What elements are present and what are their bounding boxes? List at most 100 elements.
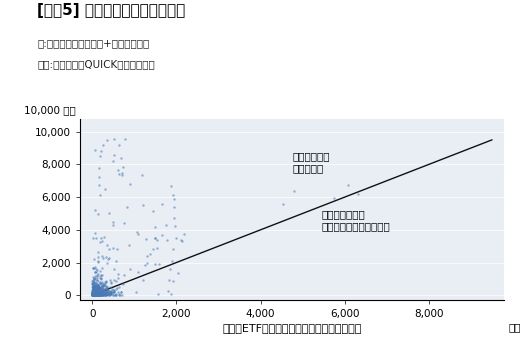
Point	[91, 288, 99, 293]
Point	[168, 258, 176, 263]
Point	[98, 290, 107, 296]
Point	[106, 291, 114, 296]
Point	[89, 283, 97, 289]
Point	[98, 290, 106, 296]
Point	[94, 282, 102, 288]
Point	[89, 275, 97, 280]
Point	[114, 276, 122, 281]
Point	[94, 211, 102, 217]
Point	[90, 287, 98, 292]
Point	[99, 288, 107, 293]
Point	[100, 291, 108, 297]
Point	[100, 292, 109, 297]
Point	[109, 222, 117, 228]
Point	[94, 292, 102, 298]
Point	[89, 287, 97, 292]
Point	[93, 282, 101, 288]
Point	[96, 289, 105, 295]
Point	[103, 284, 112, 289]
Point	[95, 291, 104, 296]
Point	[99, 292, 107, 297]
Point	[99, 283, 108, 288]
Point	[140, 262, 149, 267]
Point	[94, 283, 102, 288]
Point	[89, 278, 98, 284]
Point	[93, 292, 101, 298]
Point	[96, 292, 105, 297]
Point	[98, 290, 107, 296]
Point	[99, 288, 108, 293]
Point	[90, 291, 99, 297]
Point	[91, 273, 99, 279]
Point	[89, 291, 97, 297]
Point	[91, 284, 99, 290]
Point	[92, 290, 100, 296]
Point	[93, 285, 101, 291]
Point	[92, 289, 101, 295]
Point	[90, 292, 99, 298]
Point	[102, 288, 111, 294]
Point	[105, 290, 113, 296]
Point	[95, 288, 104, 294]
Point	[88, 290, 97, 295]
Point	[93, 290, 102, 296]
Point	[90, 276, 98, 282]
Point	[89, 292, 97, 298]
Point	[105, 289, 113, 294]
Point	[126, 266, 134, 272]
Point	[96, 292, 104, 298]
Point	[125, 243, 133, 248]
Point	[91, 292, 99, 297]
Point	[90, 291, 98, 297]
Point	[89, 290, 98, 295]
Point	[96, 291, 104, 297]
Point	[91, 292, 99, 298]
Point	[121, 136, 129, 142]
Point	[96, 292, 105, 298]
Point	[102, 292, 110, 297]
Point	[90, 292, 99, 298]
Point	[97, 281, 105, 286]
Point	[92, 292, 100, 297]
Point	[115, 291, 123, 297]
Point	[92, 292, 101, 298]
Point	[89, 289, 98, 295]
Point	[89, 291, 98, 296]
Point	[89, 291, 98, 296]
Point	[117, 289, 125, 295]
Point	[104, 256, 113, 262]
Point	[91, 290, 99, 295]
Point	[89, 292, 97, 298]
Point	[102, 288, 110, 294]
Point	[104, 290, 113, 295]
Point	[106, 292, 114, 298]
Point	[88, 284, 97, 290]
Point	[105, 211, 113, 216]
Point	[100, 282, 109, 287]
Point	[106, 290, 114, 296]
Point	[95, 290, 104, 296]
Point	[89, 290, 97, 295]
Point	[90, 288, 98, 294]
Point	[93, 281, 101, 287]
Point	[97, 282, 105, 287]
Point	[95, 292, 103, 297]
Point	[95, 287, 103, 292]
Point	[92, 288, 101, 294]
Point	[90, 279, 99, 284]
Point	[92, 283, 100, 289]
Point	[180, 231, 189, 237]
Point	[94, 287, 102, 293]
Point	[95, 280, 104, 286]
Point	[90, 291, 98, 297]
Point	[96, 292, 104, 297]
Point	[112, 259, 120, 264]
Point	[344, 183, 352, 188]
Point	[91, 283, 99, 289]
Point	[98, 272, 106, 278]
Point	[95, 290, 103, 296]
Point	[89, 291, 97, 297]
Point	[90, 289, 98, 295]
Point	[90, 289, 99, 295]
Point	[97, 289, 106, 295]
